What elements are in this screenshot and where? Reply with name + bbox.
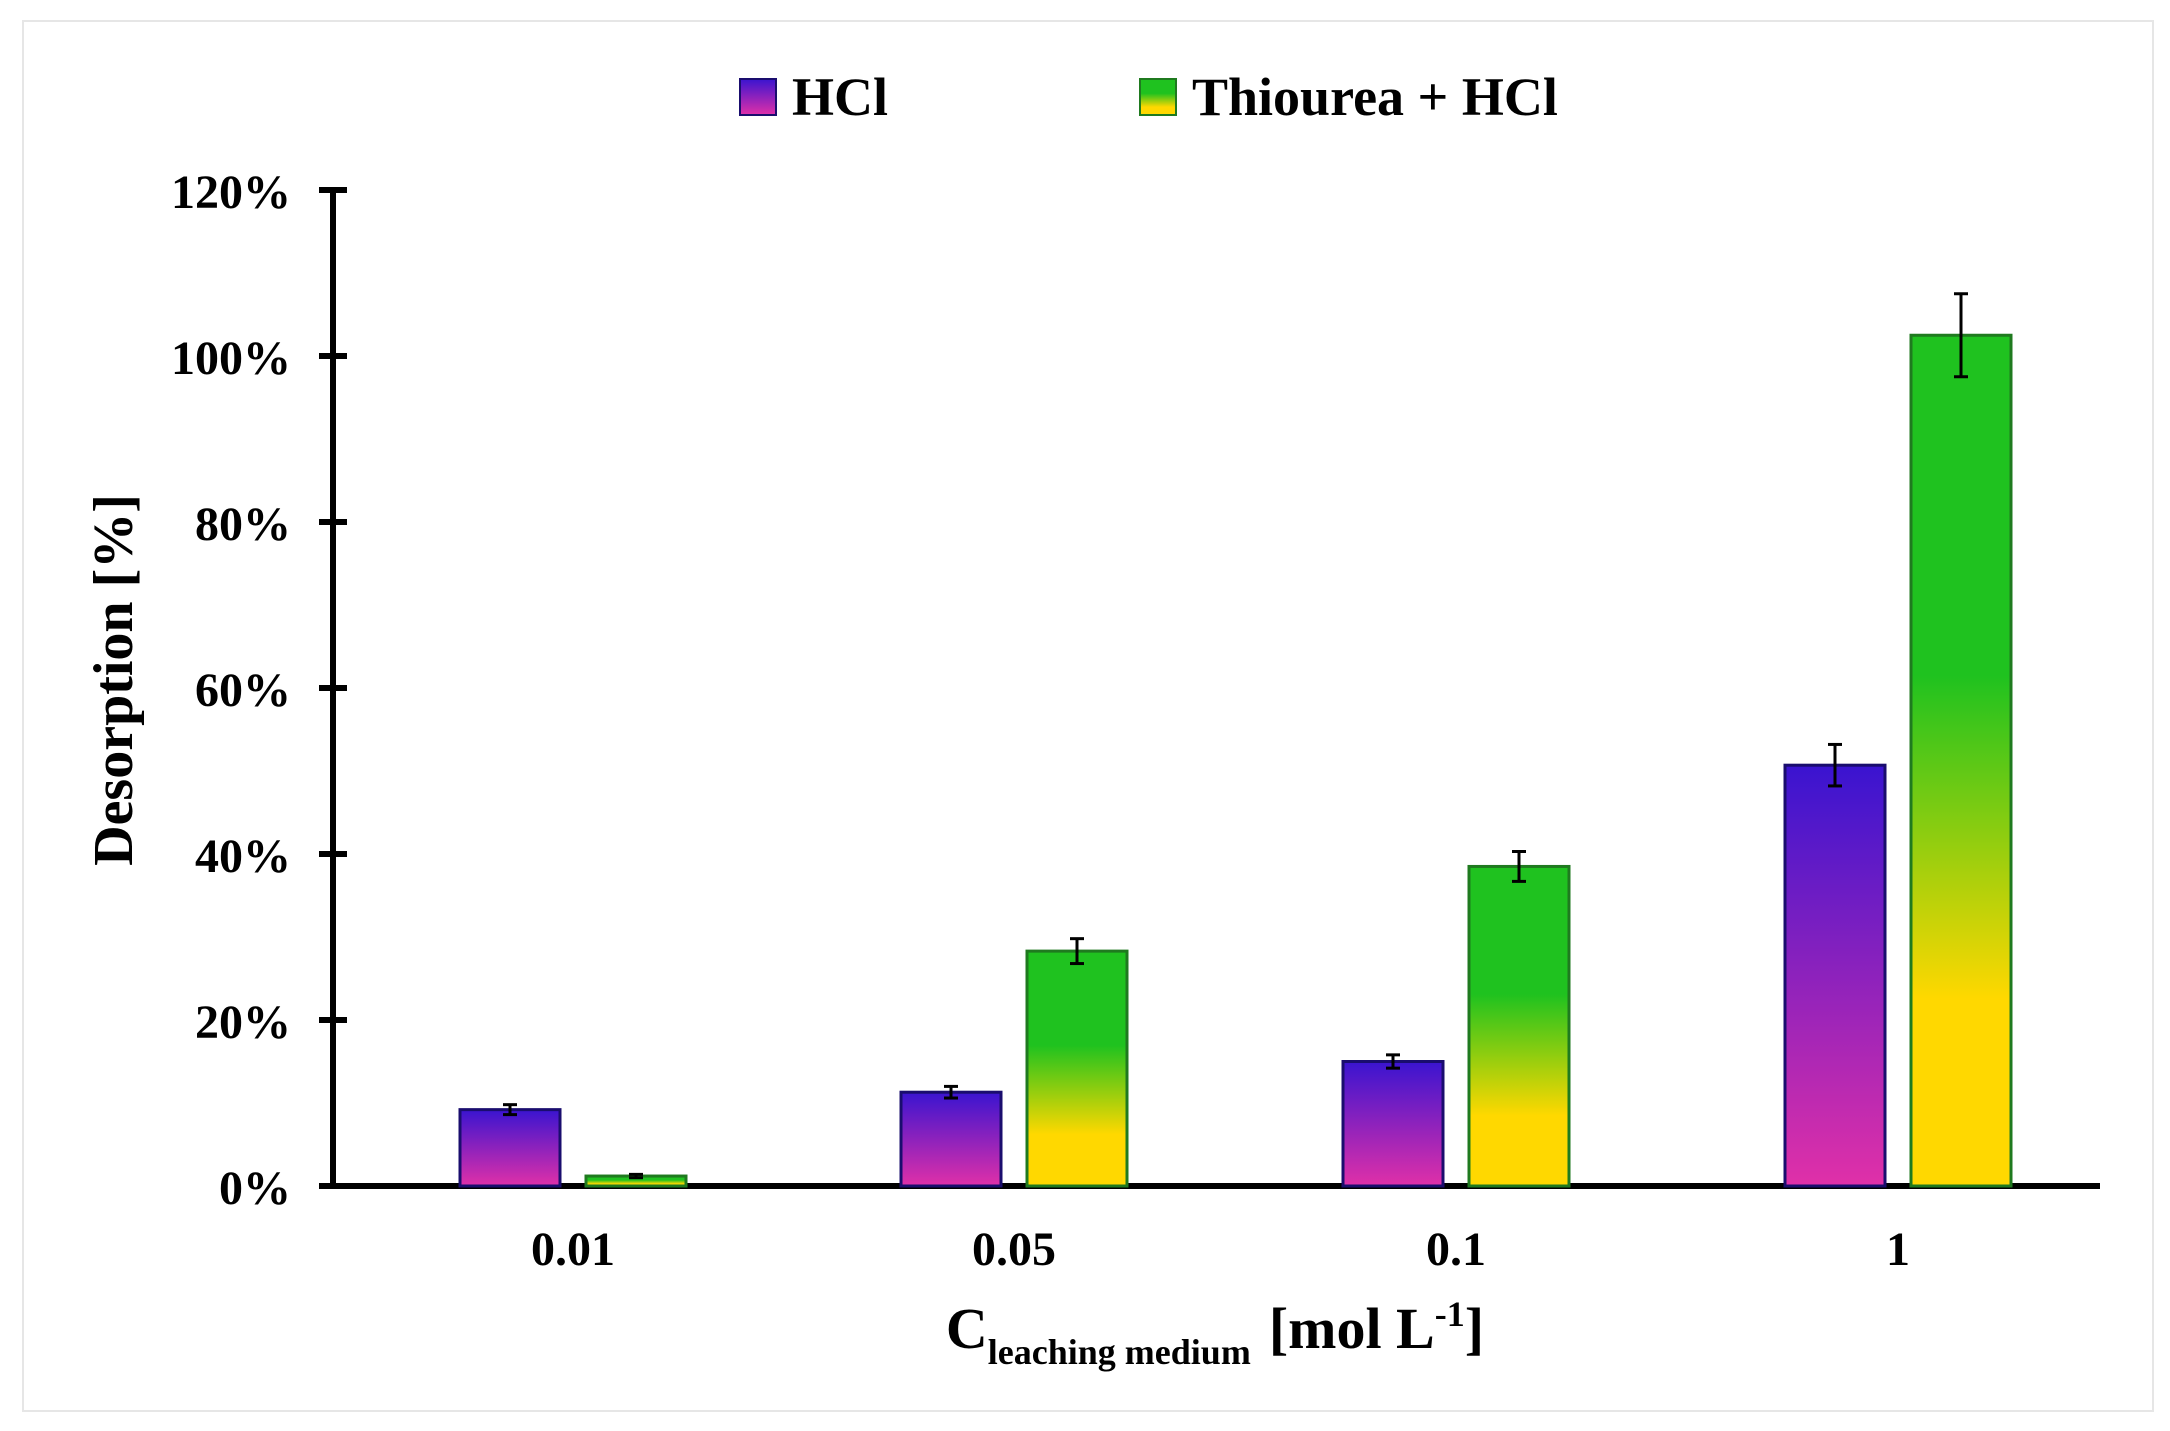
- bar-thiourea-hcl-0_1: [1467, 864, 1571, 1188]
- x-tick-label: 0.1: [1426, 1223, 1486, 1276]
- x-axis-label: Cleaching medium [mol L-1]: [946, 1294, 1484, 1372]
- y-tick-label: 100%: [171, 332, 291, 385]
- legend-swatch-thiourea-hcl: [1139, 78, 1177, 116]
- bar-hcl-0_01: [458, 1108, 562, 1188]
- y-tick-label: 60%: [195, 664, 291, 717]
- bar-hcl-0_05: [899, 1090, 1003, 1188]
- x-axis-label-unit: [mol L: [1269, 1296, 1435, 1361]
- plot-area: 0% 20% 40% 60% 80% 100% 120% 0.01 0.05 0.1 1: [171, 166, 2100, 1276]
- x-tick-label: 1: [1886, 1223, 1910, 1276]
- y-tick-label: 80%: [195, 498, 291, 551]
- legend-swatch-hcl: [739, 78, 777, 116]
- x-axis-label-subscript: leaching medium: [988, 1332, 1251, 1372]
- legend-label-thiourea-hcl: Thiourea + HCl: [1192, 67, 1558, 127]
- legend-label-hcl: HCl: [792, 67, 888, 127]
- x-axis-label-main: C: [946, 1296, 988, 1361]
- y-tick-label: 0%: [219, 1162, 291, 1215]
- bar-hcl-1: [1783, 763, 1887, 1188]
- bar-thiourea-hcl-0_05: [1025, 949, 1129, 1188]
- bar-hcl-0_1: [1341, 1060, 1445, 1188]
- x-axis-label-superscript: -1: [1435, 1294, 1465, 1334]
- y-tick-label: 40%: [195, 830, 291, 883]
- y-tick-label: 120%: [171, 166, 291, 219]
- legend: HCl Thiourea + HCl: [739, 67, 1558, 127]
- y-axis-label: Desorption [%]: [83, 494, 145, 866]
- y-tick-label: 20%: [195, 996, 291, 1049]
- x-tick-label: 0.05: [972, 1223, 1056, 1276]
- bar-thiourea-hcl-1: [1909, 333, 2013, 1188]
- x-axis-label-unit-close: ]: [1465, 1296, 1484, 1361]
- x-tick-label: 0.01: [531, 1223, 615, 1276]
